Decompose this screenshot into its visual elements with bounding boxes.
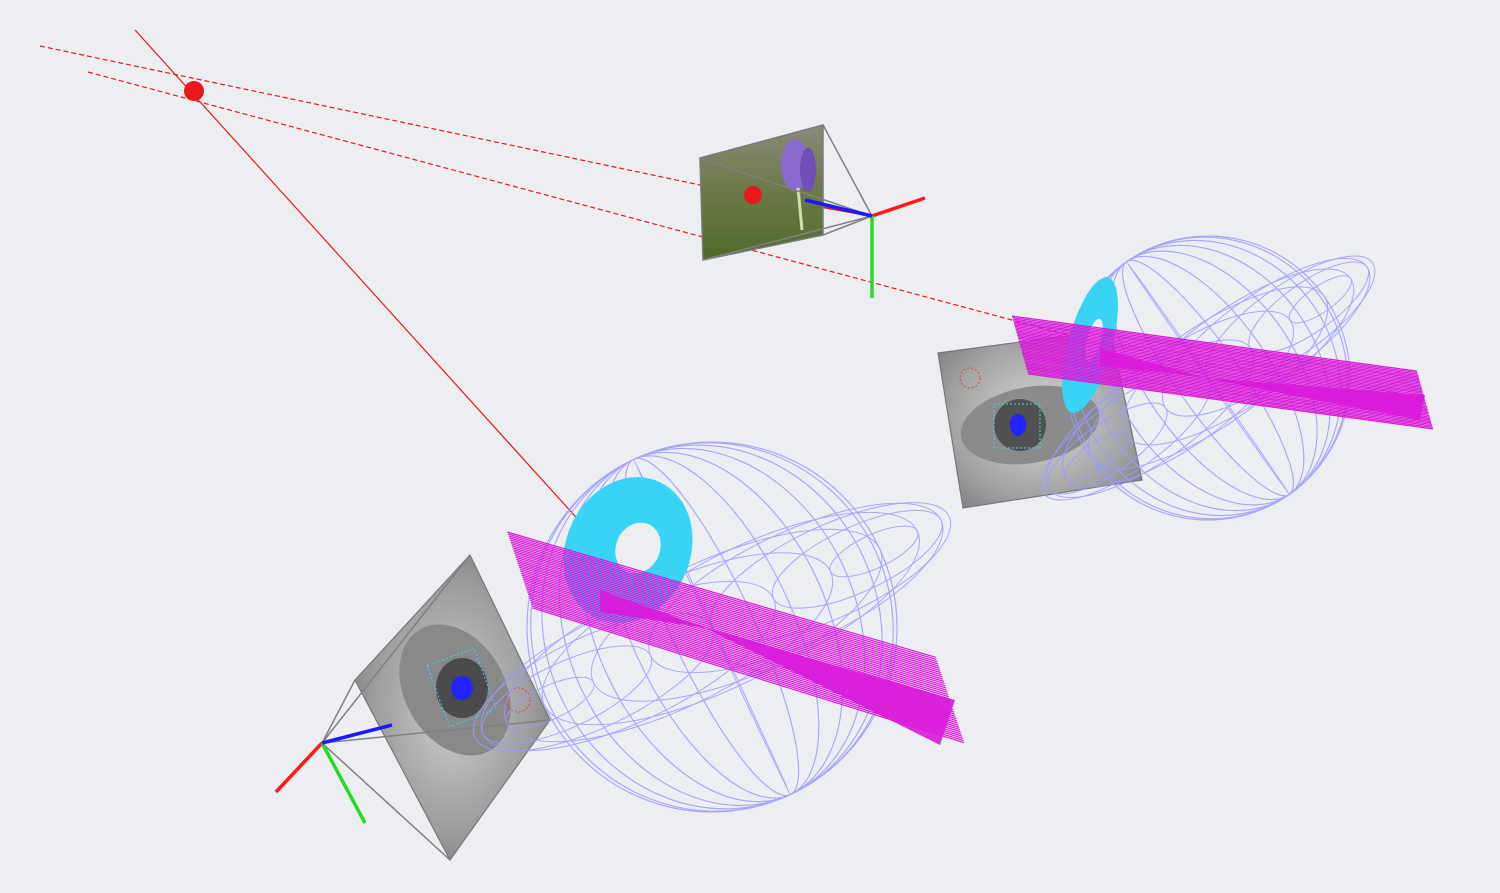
left-axis-y <box>320 742 367 824</box>
eyeball-latitude <box>1046 402 1168 495</box>
gaze-target-point <box>184 81 204 101</box>
left-axis-x <box>274 741 324 794</box>
left-eyeball <box>472 441 965 813</box>
gaze-vector <box>1027 371 1433 429</box>
gaze-vector <box>1018 340 1425 397</box>
scene-axis-x <box>871 196 926 218</box>
gaze-vector <box>1019 342 1425 399</box>
eyeball-latitude <box>1064 432 1128 481</box>
gaze-vector <box>513 550 944 680</box>
eyeball-latitude <box>505 676 595 729</box>
gaze-vector <box>513 548 943 678</box>
right-eyeball <box>1011 235 1434 521</box>
gaze-vector <box>1016 331 1422 388</box>
gaze-vector <box>512 547 942 676</box>
gaze-vector <box>1025 365 1432 423</box>
gaze-vector <box>1018 337 1424 394</box>
gaze-vector <box>1014 324 1420 381</box>
gaze-vector <box>516 558 947 689</box>
eyeball-latitude <box>1288 275 1352 324</box>
gaze-vector <box>509 539 939 667</box>
gaze-vector <box>509 537 939 665</box>
right-gaze-ray-lower <box>87 71 1106 346</box>
right-gaze-ray-upper <box>39 45 701 186</box>
left-eye-camera-frustum <box>321 554 551 861</box>
eyeball-latitude <box>1087 286 1329 470</box>
gaze-vector <box>514 552 944 682</box>
left-gaze-ray <box>134 29 661 611</box>
gaze-vector <box>1018 339 1424 396</box>
gaze-vector <box>1014 325 1420 383</box>
gaze-vector <box>1013 322 1420 380</box>
eyeball-meridian <box>530 442 894 812</box>
gaze-vector <box>1012 316 1418 374</box>
right-pupil-icon <box>1010 414 1026 436</box>
gaze-vector <box>1011 315 1418 372</box>
gaze-vector <box>1016 333 1422 390</box>
scene-axis-z <box>804 198 873 218</box>
gaze-vector <box>518 564 949 696</box>
gaze-vector <box>510 541 940 669</box>
gaze-vector <box>1017 336 1423 393</box>
gaze-vector-bundle <box>1100 348 1425 420</box>
gaze-vector <box>1015 327 1421 384</box>
gaze-vector-fan <box>1011 315 1434 430</box>
gaze-vector <box>519 568 950 700</box>
scene-gaze-point <box>744 186 762 204</box>
flower-stem <box>796 187 804 231</box>
gaze-vector <box>511 543 941 672</box>
scene-camera <box>699 124 926 298</box>
eyeball-latitude <box>771 509 943 609</box>
gaze-vector <box>516 560 947 691</box>
gaze-vector <box>507 531 936 658</box>
gaze-vector <box>1012 318 1418 375</box>
gaze-vector <box>1013 321 1419 378</box>
gaze-vector <box>1027 370 1433 427</box>
left-pupil-icon <box>451 676 473 700</box>
gaze-vector <box>515 556 946 687</box>
gaze-vector-bundle <box>600 590 955 745</box>
gaze-vector <box>518 566 950 698</box>
gaze-vector <box>1027 373 1434 430</box>
eyeball-latitude <box>481 645 653 745</box>
gaze-vector <box>507 533 937 661</box>
gaze-vector <box>1013 319 1419 377</box>
scene-camera-frustum <box>699 124 873 261</box>
gaze-vector <box>511 545 942 674</box>
gaze-vector <box>517 562 948 693</box>
gaze-vector <box>508 535 938 663</box>
eyeball-latitude <box>829 525 919 578</box>
gaze-vector-fan <box>507 531 965 744</box>
left-axis-z <box>321 723 393 745</box>
gaze-vector <box>1026 368 1432 426</box>
gaze-vector <box>1026 367 1432 424</box>
gaze-vector <box>1015 328 1421 386</box>
flower-petal-icon <box>800 148 816 192</box>
eyeball-wireframe <box>1040 235 1376 521</box>
gaze-vector <box>1025 362 1431 420</box>
gaze-vector <box>514 554 945 685</box>
gaze-vector <box>1025 364 1431 421</box>
gaze-vector <box>1016 330 1422 387</box>
pupil-hole <box>615 522 661 574</box>
left-eye-camera <box>274 553 551 862</box>
eyeball-meridian <box>1067 236 1349 520</box>
gaze-vector <box>1017 334 1423 391</box>
